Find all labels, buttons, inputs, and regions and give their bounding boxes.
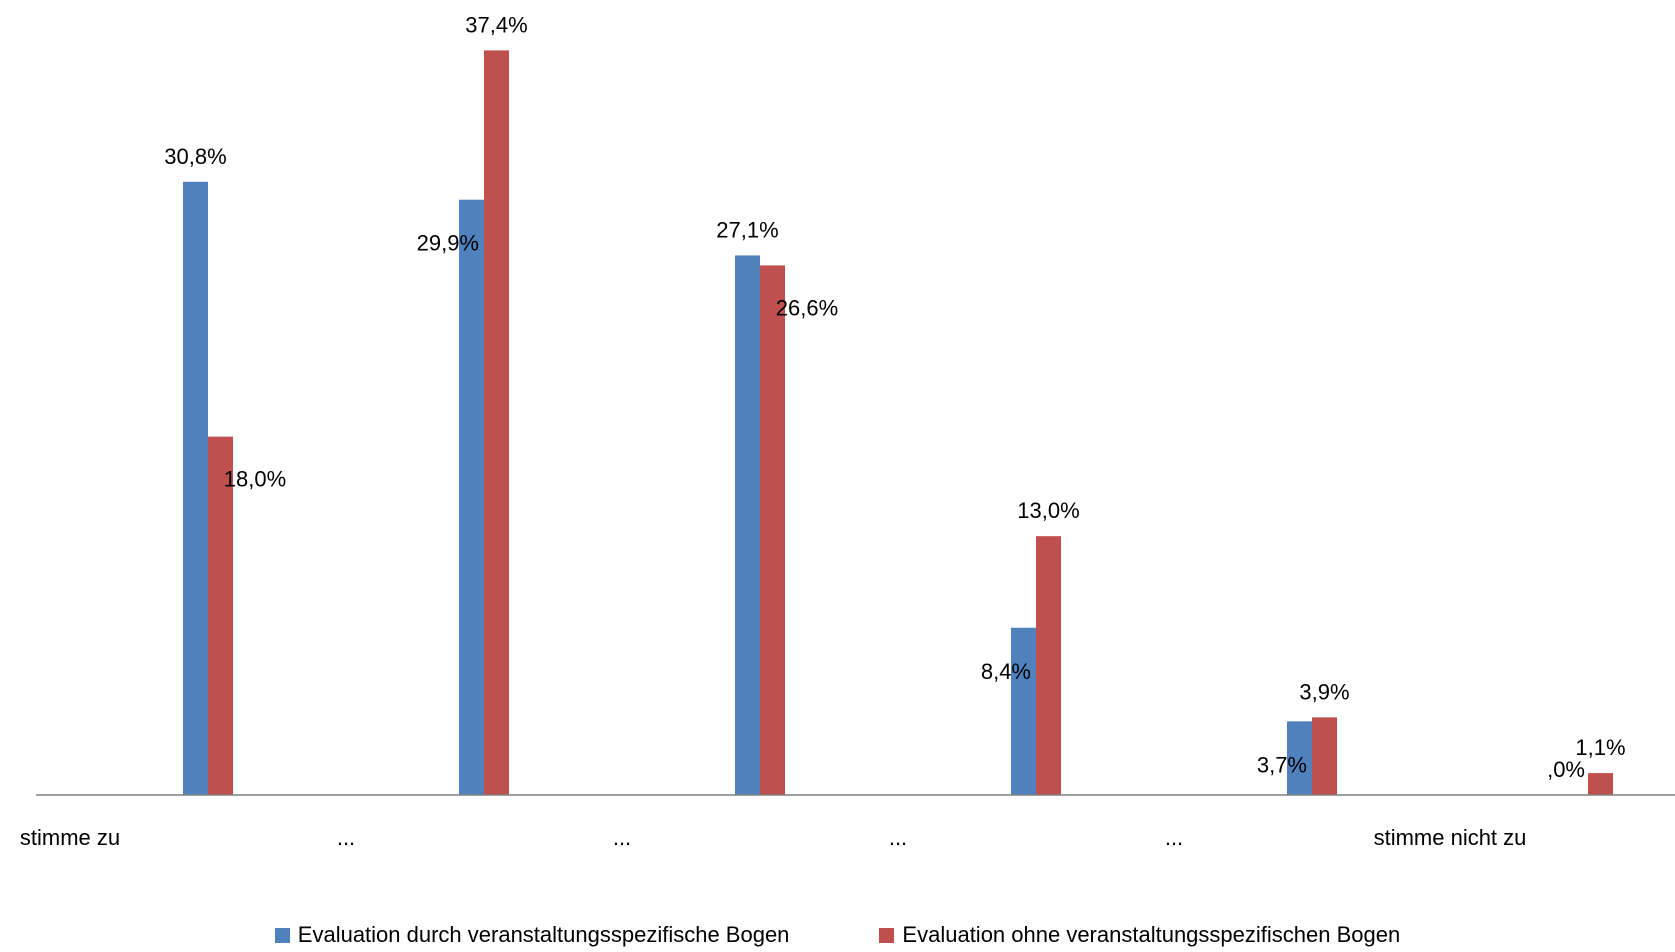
bar-series-1-cat-4 — [1011, 627, 1036, 795]
legend: Evaluation durch veranstaltungsspezifisc… — [0, 918, 1675, 952]
category-label-4: ... — [889, 825, 907, 850]
bar-series-2-cat-4 — [1036, 536, 1061, 795]
category-label-3: ... — [613, 825, 631, 850]
value-label-series-2-cat-1: 18,0% — [224, 467, 286, 492]
value-labels-group: 30,8% 18,0% 29,9% 37,4% 27,1% 26,6% 8,4% 13,0% 3… — [164, 12, 1625, 782]
value-label-series-1-cat-1: 30,8% — [164, 144, 226, 169]
legend-swatch-series-1 — [274, 927, 290, 943]
bar-series-1-cat-2 — [459, 199, 484, 796]
bar-series-1-cat-5 — [1287, 721, 1312, 795]
bar-series-2-cat-6 — [1588, 773, 1613, 795]
value-label-series-2-cat-2: 37,4% — [465, 12, 527, 37]
value-label-series-2-cat-6: 1,1% — [1575, 735, 1625, 760]
legend-item-series-1: Evaluation durch veranstaltungsspezifisc… — [274, 922, 790, 948]
legend-label-series-2: Evaluation ohne veranstaltungsspezifisch… — [902, 922, 1401, 947]
value-label-series-1-cat-4: 8,4% — [981, 659, 1031, 684]
bar-series-1-cat-3 — [735, 255, 760, 795]
value-label-series-2-cat-4: 13,0% — [1017, 498, 1079, 523]
legend-item-series-2: Evaluation ohne veranstaltungsspezifisch… — [879, 922, 1400, 948]
legend-label-series-1: Evaluation durch veranstaltungsspezifisc… — [297, 922, 790, 947]
bar-series-2-cat-1 — [208, 436, 233, 795]
bars-group — [183, 50, 1613, 796]
category-label-6: stimme nicht zu — [1374, 825, 1527, 850]
bar-series-2-cat-2 — [484, 50, 509, 796]
legend-swatch-series-2 — [879, 927, 895, 943]
category-label-1: stimme zu — [20, 825, 120, 850]
value-label-series-1-cat-6: ,0% — [1547, 757, 1585, 782]
value-label-series-2-cat-5: 3,9% — [1299, 679, 1349, 704]
category-label-2: ... — [337, 825, 355, 850]
bar-series-1-cat-1 — [183, 181, 208, 796]
value-label-series-2-cat-3: 26,6% — [776, 295, 838, 320]
value-label-series-1-cat-2: 29,9% — [417, 231, 479, 256]
category-label-5: ... — [1165, 825, 1183, 850]
bar-series-2-cat-3 — [760, 265, 785, 795]
category-labels-group: stimme zu............ stimme nicht zu — [20, 825, 1527, 850]
value-label-series-1-cat-3: 27,1% — [716, 217, 778, 242]
bar-series-2-cat-5 — [1312, 717, 1337, 795]
value-label-series-1-cat-5: 3,7% — [1257, 752, 1307, 777]
